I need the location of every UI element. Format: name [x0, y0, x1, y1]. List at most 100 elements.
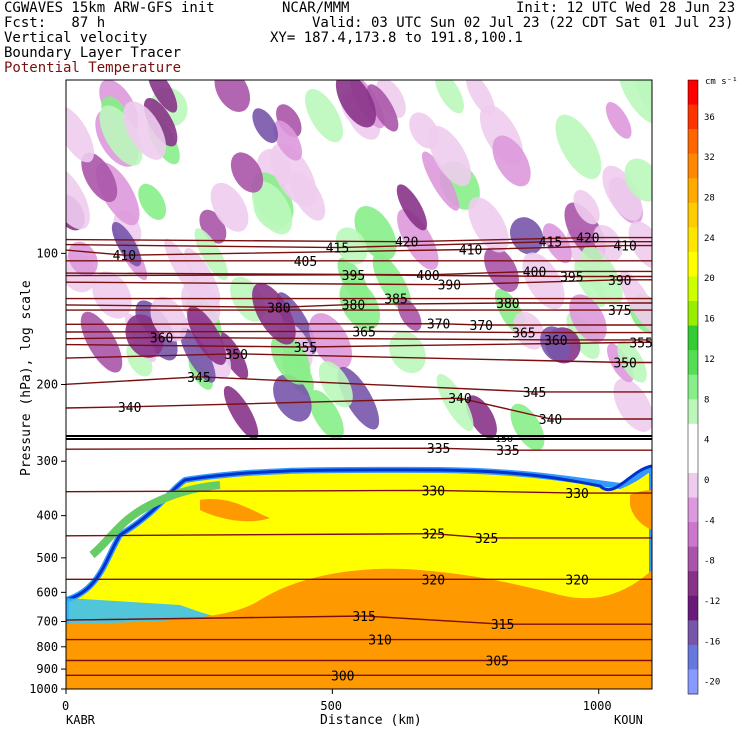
theta-label: 410 — [113, 249, 136, 264]
wave-blob — [617, 80, 652, 124]
y-tick-label: 700 — [36, 615, 58, 629]
y-tick-label: 400 — [36, 509, 58, 523]
colorbar-tick-label: -20 — [704, 678, 720, 688]
theta-label: 345 — [187, 371, 210, 386]
wave-blob — [223, 385, 259, 440]
high-tracer-region — [66, 568, 652, 689]
wave-blob — [605, 102, 632, 139]
colorbar-swatch — [688, 129, 698, 155]
theta-contour-line — [66, 336, 652, 341]
theta-label: 350 — [613, 356, 636, 371]
theta-label: 380 — [496, 297, 519, 312]
wave-blob — [147, 80, 178, 113]
theta-contour-line — [66, 397, 652, 420]
wave-blob — [123, 101, 167, 160]
forecast-hour: Fcst: 87 h — [4, 15, 106, 31]
wave-blob — [335, 227, 368, 265]
y-tick-label: 200 — [36, 378, 58, 392]
theta-contour-line — [66, 244, 652, 256]
colorbar-swatch — [688, 571, 698, 597]
y-tick-label: 600 — [36, 585, 58, 599]
wave-blob — [273, 120, 303, 161]
wave-blob — [143, 98, 178, 147]
y-tick-label: 800 — [36, 640, 58, 654]
wave-blob — [569, 294, 607, 343]
wave-blob — [335, 80, 376, 128]
wave-blob — [397, 208, 439, 270]
colorbar-frame — [687, 79, 699, 695]
wave-blob — [466, 80, 495, 116]
theta-label: 370 — [427, 318, 450, 333]
theta-contour-line — [66, 353, 652, 364]
wave-blob — [217, 331, 249, 380]
theta-label: 355 — [294, 341, 317, 356]
colorbar-swatch — [688, 669, 698, 695]
colorbar-swatch — [688, 399, 698, 425]
theta-label: 405 — [294, 255, 317, 270]
wave-blob — [428, 125, 472, 187]
theta-label: 380 — [342, 298, 365, 313]
x-tick-label: 1000 — [583, 699, 612, 713]
colorbar-units: cm s⁻¹ — [705, 77, 738, 87]
theta-label: 415 — [539, 236, 562, 251]
wave-blob — [230, 152, 264, 193]
plot-area: 150 300 305 310 315 315 320 320 325 325 330 330 335… — [66, 80, 652, 689]
theta-contour-line — [66, 330, 652, 334]
right-endpoint-label: KOUN — [614, 713, 643, 727]
theta-contour-line — [66, 615, 652, 625]
wave-blob — [602, 165, 643, 221]
theta-contour-line — [66, 322, 652, 326]
y-tick-label: 1000 — [29, 682, 58, 696]
theta-label: 320 — [422, 573, 445, 588]
theta-label: 340 — [448, 392, 471, 407]
theta-label: 325 — [475, 532, 498, 547]
theta-label: 335 — [427, 442, 450, 457]
theta-label: 355 — [629, 336, 652, 351]
theta-label: 310 — [368, 634, 391, 649]
y-axis-title: Pressure (hPa), log scale — [19, 280, 34, 476]
colorbar-tick-label: -16 — [704, 637, 720, 647]
colorbar-tick-label: 20 — [704, 274, 715, 284]
colorbar-swatch — [688, 448, 698, 474]
colorbar-tick-label: 32 — [704, 153, 715, 163]
colorbar-tick-label: 24 — [704, 234, 715, 244]
wave-blob — [150, 296, 188, 342]
wave-blob — [617, 340, 647, 383]
wave-blob — [66, 165, 90, 230]
wave-blob — [81, 152, 118, 203]
right-orange-patch — [630, 490, 652, 530]
wave-blob — [509, 217, 544, 255]
theta-label: 400 — [416, 269, 439, 284]
wave-blob — [542, 223, 572, 264]
colorbar-tick-label: -4 — [704, 516, 715, 526]
colorbar-swatch — [688, 251, 698, 277]
theta-label: 315 — [491, 618, 514, 633]
theta-contour-line — [66, 489, 652, 494]
wave-blob — [214, 80, 251, 112]
colorbar-swatch — [688, 644, 698, 670]
theta-label: 365 — [352, 325, 375, 340]
wave-blob — [435, 80, 464, 114]
colorbar-swatch — [688, 227, 698, 253]
theta-contour-line — [66, 447, 652, 451]
colorbar-tick-label: 8 — [704, 395, 709, 405]
y-tick-label: 500 — [36, 551, 58, 565]
wave-blob — [376, 80, 406, 118]
theta-label: 375 — [608, 304, 631, 319]
colorbar-swatch — [688, 350, 698, 376]
theta-label: 300 — [331, 669, 354, 684]
field-potential-temperature: Potential Temperature — [4, 60, 182, 76]
theta-contour-line — [66, 532, 652, 539]
x-tick-label: 500 — [320, 699, 342, 713]
wave-blob — [366, 84, 399, 132]
colorbar-swatch — [688, 620, 698, 646]
colorbar-tick-label: 16 — [704, 315, 715, 325]
y-tick-label: 100 — [36, 246, 58, 260]
potential-temperature-labels: 300 305 310 315 315 320 320 325 325 330 330 335 335 3… — [113, 232, 652, 685]
boundary-layer-tracer-green-band — [89, 481, 221, 559]
theta-label: 370 — [470, 319, 493, 334]
colorbar: 36 32 28 24 20 16 12 8 4 0 -4 -8 -12 -16 -20 — [687, 79, 720, 695]
theta-label: 390 — [608, 274, 631, 289]
wave-blob — [573, 189, 600, 225]
